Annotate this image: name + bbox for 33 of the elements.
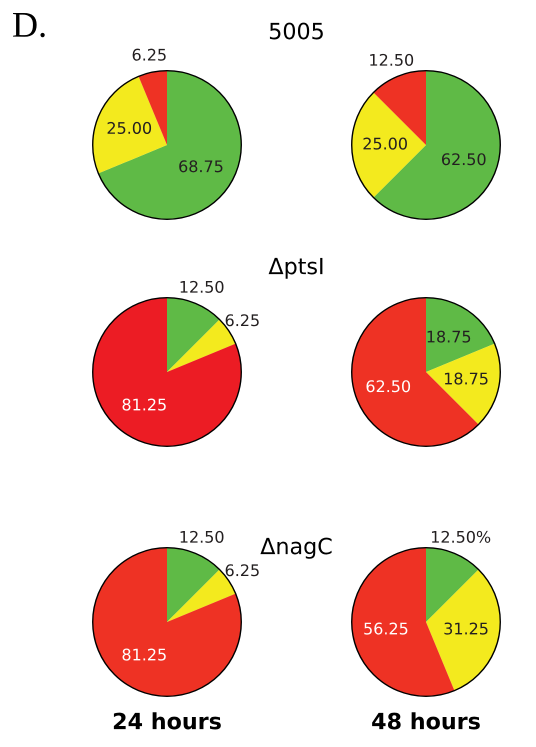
text: 48 hours	[372, 712, 480, 730]
pie-slice	[352, 92, 426, 198]
pie-slice	[426, 548, 479, 622]
data-label: 25.00	[363, 138, 407, 150]
text: 5005	[270, 22, 323, 40]
data-label: 18.75	[444, 372, 488, 385]
data-label: 81.25	[122, 398, 166, 411]
chart-title: ΔptsI	[268, 258, 322, 279]
data-label: 12.50	[180, 530, 224, 543]
pie-slice	[426, 298, 495, 372]
data-label: 6.25	[226, 314, 259, 326]
data-label: 68.75	[179, 160, 222, 172]
data-label: 81.25	[122, 648, 166, 661]
data-label: 6.25	[132, 48, 166, 61]
text: 24 hours	[114, 712, 221, 730]
pie-slice	[167, 548, 220, 622]
data-label: 56.25	[364, 622, 408, 635]
data-label: 62.50	[442, 153, 486, 166]
data-label: 12.50	[180, 280, 224, 293]
pie-slice	[92, 76, 167, 174]
pie-slice	[426, 569, 500, 691]
data-label: 12.50%	[432, 530, 490, 543]
pie-slice	[98, 70, 242, 220]
data-label: 62.50	[366, 380, 410, 392]
pie-slice	[426, 344, 500, 425]
text: D.	[13, 13, 45, 38]
data-label: 25.00	[108, 122, 152, 134]
data-label: 31.25	[444, 622, 488, 635]
data-label: 6.25	[226, 564, 259, 576]
data-label: 12.50	[370, 54, 414, 66]
chart-title: ΔnagC	[260, 538, 332, 559]
pie-slice	[167, 298, 220, 372]
data-label: 18.75	[428, 330, 470, 343]
